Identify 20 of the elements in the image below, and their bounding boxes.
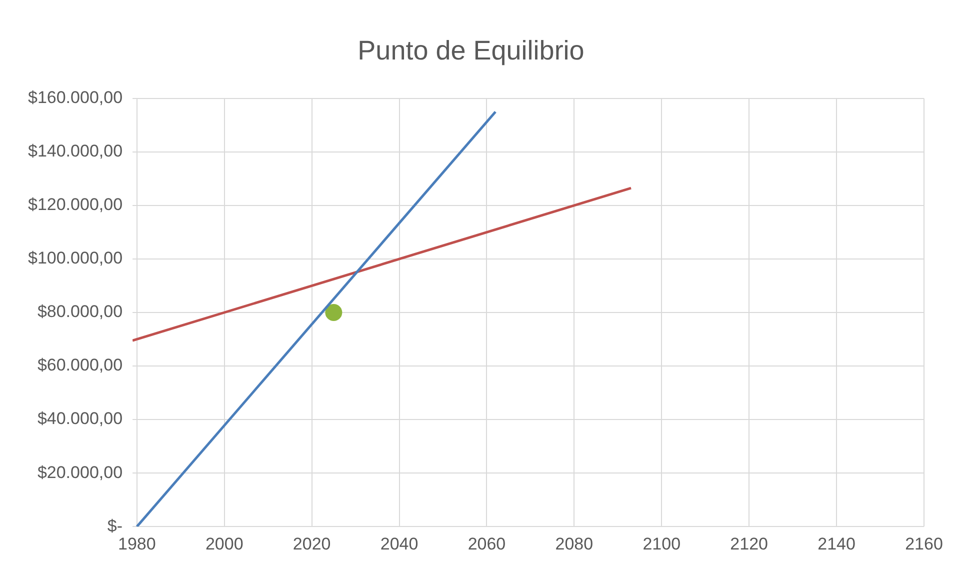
x-tick-label: 2140 <box>818 534 856 554</box>
y-tick-label: $120.000,00 <box>28 195 123 214</box>
x-tick-label: 2040 <box>380 534 418 554</box>
x-tick-label: 2020 <box>292 534 331 554</box>
x-tick-label: 2080 <box>555 534 594 554</box>
y-tick-label: $100.000,00 <box>28 248 123 268</box>
x-tick-label: 2120 <box>730 534 768 554</box>
y-tick-label: $- <box>107 516 123 536</box>
y-tick-label: $20.000,00 <box>37 462 123 482</box>
x-tick-label: 2000 <box>205 534 244 554</box>
y-tick-label: $60.000,00 <box>37 356 123 375</box>
y-tick-label: $140.000,00 <box>28 142 123 161</box>
x-tick-label: 2060 <box>468 534 506 554</box>
x-tick-label: 1980 <box>118 534 156 554</box>
y-tick-label: $160.000,00 <box>28 88 123 108</box>
chart-title: Punto de Equilibrio <box>358 36 584 66</box>
x-tick-label: 2100 <box>642 534 681 554</box>
x-tick-label: 2160 <box>905 534 943 554</box>
y-tick-label: $40.000,00 <box>37 409 123 428</box>
y-tick-label: $80.000,00 <box>37 302 123 322</box>
